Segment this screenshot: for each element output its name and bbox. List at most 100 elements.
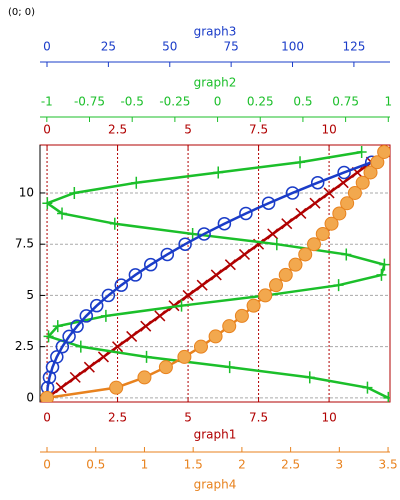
x-tick-label: 0.5 (86, 458, 105, 472)
marker (178, 237, 192, 251)
x-tick-label: 7.5 (249, 411, 268, 425)
x-tick-label: -0.75 (74, 95, 105, 109)
x-tick-label: 1.5 (184, 458, 203, 472)
x-tick-label: 3.5 (379, 458, 398, 472)
y-tick-label: 2.5 (15, 339, 34, 353)
marker (210, 269, 222, 281)
marker (295, 156, 306, 169)
marker (347, 185, 362, 200)
x-tick-label: 5 (184, 123, 192, 137)
marker (341, 248, 352, 261)
x-tick-label: 2 (238, 458, 246, 472)
marker (268, 278, 283, 293)
x-tick-label: 0 (43, 458, 51, 472)
marker (160, 247, 175, 262)
x-tick-label: 10 (321, 411, 336, 425)
marker (278, 267, 293, 282)
marker (42, 370, 57, 385)
marker (224, 361, 235, 374)
marker (383, 391, 390, 402)
marker (100, 309, 111, 322)
y-tick-label: 7.5 (15, 237, 34, 251)
marker (309, 197, 321, 209)
marker (306, 237, 321, 252)
marker (158, 360, 173, 375)
marker (79, 309, 94, 323)
plot-area (40, 145, 390, 402)
marker (288, 257, 303, 272)
x-tick-label: 0 (43, 40, 51, 54)
x-tick-label: 0 (214, 95, 222, 109)
marker (128, 268, 143, 282)
marker (101, 288, 116, 303)
marker (193, 339, 208, 354)
y-tick-label: 5 (26, 288, 34, 302)
x-tick-label: 75 (224, 40, 239, 54)
marker (89, 298, 104, 313)
x-tick-label: -0.5 (120, 95, 143, 109)
marker (298, 247, 313, 262)
marker (224, 259, 236, 271)
axes: 02.557.510graph1002.52.5557.57.51010grap… (15, 25, 398, 492)
x-tick-label: 3 (336, 458, 344, 472)
x-tick-label: 0.25 (247, 95, 274, 109)
marker (52, 320, 63, 333)
x-tick-label: 0.5 (293, 95, 312, 109)
x-axis-title: graph4 (194, 478, 237, 492)
marker (141, 350, 152, 363)
series-line (45, 161, 373, 398)
marker (337, 165, 351, 180)
marker (355, 175, 370, 190)
marker (83, 361, 95, 373)
x-tick-label: -1 (41, 95, 53, 109)
x-tick-label: -0.25 (159, 95, 190, 109)
marker (315, 226, 330, 241)
marker (362, 381, 373, 394)
marker (337, 177, 349, 189)
marker (97, 351, 109, 363)
marker (271, 238, 282, 251)
marker (261, 196, 276, 210)
x-tick-label: 2.5 (108, 123, 127, 137)
marker (109, 380, 124, 395)
x-tick-label: 100 (281, 40, 304, 54)
marker (332, 206, 347, 221)
x-tick-label: 0 (43, 123, 51, 137)
marker (55, 382, 67, 394)
x-tick-label: 10 (321, 123, 336, 137)
marker (176, 299, 187, 312)
marker (238, 248, 251, 260)
marker (131, 176, 142, 189)
marker (323, 187, 335, 199)
marker (246, 298, 261, 313)
marker (234, 308, 249, 323)
x-tick-label: 125 (342, 40, 365, 54)
x-tick-label: 2.5 (108, 411, 127, 425)
annotation: (0; 0) (8, 7, 35, 18)
marker (310, 175, 325, 190)
marker (213, 166, 224, 179)
marker (137, 370, 152, 385)
marker (208, 329, 223, 344)
marker (340, 196, 355, 211)
marker (363, 165, 378, 180)
marker (376, 268, 387, 281)
marker (177, 349, 192, 364)
marker (267, 228, 279, 240)
marker (55, 339, 70, 354)
x-axis-title: graph2 (194, 76, 237, 90)
x-tick-label: 5 (184, 411, 192, 425)
x-tick-label: 50 (162, 40, 177, 54)
marker (370, 155, 385, 170)
marker (154, 310, 166, 322)
y-tick-label: 0 (26, 390, 34, 404)
marker (356, 145, 367, 158)
marker (333, 279, 344, 292)
y-tick-label: 10 (19, 185, 34, 199)
marker (197, 227, 211, 241)
marker (50, 350, 64, 364)
x-tick-label: 0 (43, 411, 51, 425)
x-tick-label: 7.5 (249, 123, 268, 137)
marker (239, 206, 253, 221)
